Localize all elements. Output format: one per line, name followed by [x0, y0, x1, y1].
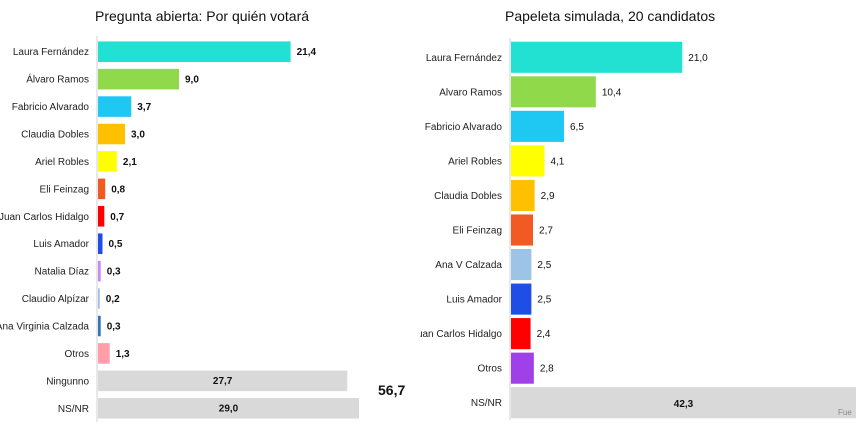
- chart-1-bar: [511, 214, 534, 246]
- chart-1-bar: [511, 110, 565, 142]
- chart-1-category-label: Eli Feinzag: [453, 226, 502, 237]
- chart-0-bar: [98, 96, 132, 117]
- chart-1-value-label: 2,9: [541, 191, 555, 202]
- chart-0-category-label: Luis Amador: [33, 239, 89, 250]
- chart-0-category-label: Claudia Dobles: [21, 130, 89, 141]
- chart-1-value-label: 42,3: [674, 399, 694, 410]
- chart-0-bar: [98, 260, 101, 282]
- chart-1-bar: [511, 145, 545, 177]
- chart-1-value-label: 4,1: [550, 156, 564, 167]
- chart-0-value-label: 29,0: [219, 404, 239, 415]
- chart-0-value-label: 9,0: [185, 75, 199, 86]
- chart-1-value-label: 21,0: [688, 53, 708, 64]
- chart-1-value-label: 2,4: [537, 329, 551, 340]
- chart-0-value-label: 3,0: [131, 130, 145, 141]
- chart-0-bar: [98, 370, 348, 392]
- chart-0-category-label: Otros: [65, 349, 89, 360]
- chart-1-category-label: Otros: [478, 364, 502, 375]
- chart-1-category-label: Alvaro Ramos: [439, 87, 502, 98]
- chart-0-category-label: Juan Carlos Hidalgo: [0, 212, 89, 223]
- chart-0-value-label: 3,7: [137, 102, 151, 113]
- chart-0-category-label: Laura Fernández: [13, 47, 89, 58]
- chart-1-category-label: Laura Fernández: [426, 53, 502, 64]
- chart-0-value-label: 0,8: [111, 184, 125, 195]
- chart-0-category-label: Fabricio Alvarado: [12, 102, 90, 113]
- chart-0-bar: [98, 398, 359, 419]
- chart-1-bar: [511, 352, 534, 384]
- chart-0-value-label: 2,1: [123, 157, 137, 168]
- chart-0-category-label: Natalia Díaz: [35, 267, 89, 278]
- chart-0-category-label: Álvaro Ramos: [26, 73, 89, 86]
- chart-1-value-label: 2,8: [540, 364, 554, 375]
- chart-0-category-label: Ariel Robles: [35, 157, 89, 168]
- chart-0-value-label: 1,3: [116, 349, 130, 360]
- chart-0-value-label: 0,5: [109, 239, 123, 250]
- chart-0-bar: [98, 41, 291, 62]
- chart-1-category-label: Fabricio Alvarado: [425, 122, 503, 133]
- chart-1-bar: [511, 76, 596, 108]
- chart-0-bar: [98, 288, 100, 309]
- chart-1-bar: [511, 249, 532, 281]
- chart-0-category-label: Ningunno: [46, 376, 89, 387]
- chart-1-value-label: 10,4: [602, 87, 622, 98]
- chart-1-value-label: 2,7: [539, 226, 553, 237]
- chart-0-category-label: Claudio Alpízar: [22, 294, 90, 305]
- chart-0-bar: [98, 178, 106, 200]
- chart-1-category-label: NS/NR: [471, 398, 502, 409]
- chart-1-category-label: Juan Carlos Hidalgo: [420, 329, 502, 340]
- chart-right: Laura Fernández 21,0 Alvaro Ramos 10,4 Fabri…: [420, 38, 856, 420]
- chart-1-category-label: Ariel Robles: [448, 156, 502, 167]
- chart-1-category-label: Luis Amador: [446, 295, 502, 306]
- chart-0-bar: [98, 151, 117, 172]
- chart-0-category-label: NS/NR: [58, 404, 89, 415]
- chart-1-value-label: 2,5: [537, 295, 551, 306]
- chart-1-bar: [511, 41, 683, 73]
- chart-1-value-label: 6,5: [570, 122, 584, 133]
- chart-0-value-label: 21,4: [297, 47, 317, 58]
- chart-0-category-label: Eli Feinzag: [40, 184, 89, 195]
- chart-0-bar: [98, 233, 103, 254]
- chart-right-title: Papeleta simulada, 20 candidatos: [505, 8, 716, 24]
- chart-1-bar: [511, 179, 535, 211]
- chart-0-bar: [98, 343, 110, 364]
- annotation-total: 56,7: [378, 382, 406, 398]
- chart-0-bar: [98, 123, 125, 145]
- chart-0-category-label: Ana Virginia Calzada: [0, 322, 89, 333]
- footnote: Fue: [838, 408, 852, 417]
- chart-0-value-label: 27,7: [213, 376, 233, 387]
- chart-0-value-label: 0,7: [110, 212, 124, 223]
- chart-1-category-label: Ana V Calzada: [435, 260, 502, 271]
- chart-0-bar: [98, 206, 105, 227]
- chart-1-value-label: 2,5: [537, 260, 551, 271]
- chart-left-title: Pregunta abierta: Por quién votará: [95, 8, 310, 24]
- chart-0-value-label: 0,3: [107, 267, 121, 278]
- chart-0-value-label: 0,2: [106, 294, 120, 305]
- chart-1-bar: [511, 318, 531, 350]
- chart-0-value-label: 0,3: [107, 322, 121, 333]
- chart-1-bar: [511, 283, 532, 315]
- chart-1-bar: [511, 387, 856, 419]
- chart-left: Laura Fernández 21,4 Álvaro Ramos 9,0 Fabric…: [0, 36, 359, 422]
- chart-1-category-label: Claudia Dobles: [434, 191, 502, 202]
- chart-0-bar: [98, 68, 179, 90]
- chart-0-bar: [98, 315, 101, 337]
